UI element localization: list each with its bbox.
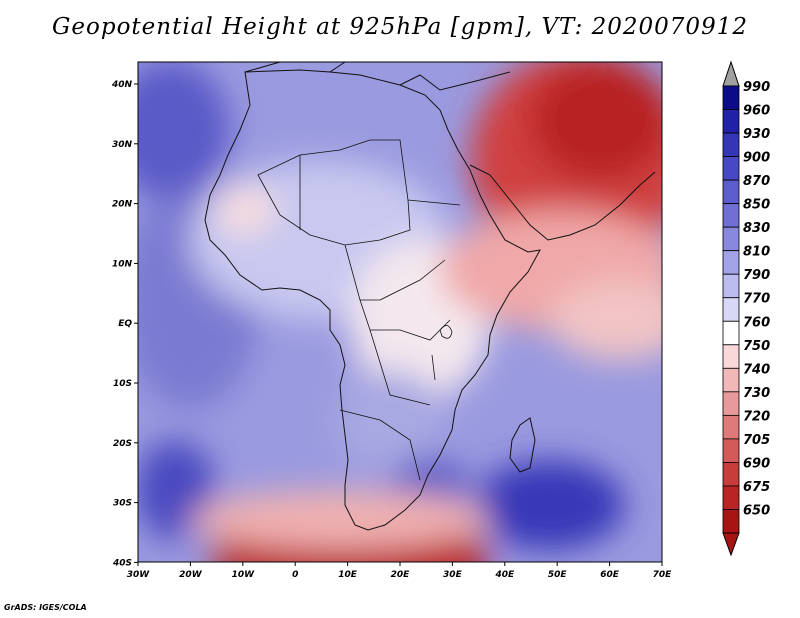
lon-tick-label: 10W (232, 570, 256, 580)
africa-coastline (204, 69, 541, 531)
lon-tick-label: 20W (179, 570, 203, 580)
lat-tick-label: 40S (112, 558, 132, 568)
colorbar: 990 960 930 900 870 850 830 810 790 770 760 750 740 7… (722, 60, 770, 557)
colorbar-swatch (722, 438, 740, 463)
colorbar-swatch (722, 273, 740, 299)
lat-tick-label: 40N (111, 80, 133, 90)
arabia-coast (469, 164, 656, 241)
latitude-axis: 40N 30N 20N 10N EQ 10S 20S 30S 40S (111, 80, 138, 568)
colorbar-label: 990 (743, 80, 770, 95)
lon-tick-label: 50E (548, 570, 568, 580)
colorbar-swatch (722, 132, 740, 157)
lon-tick-label: 60E (600, 570, 620, 580)
colorbar-swatch (722, 179, 740, 205)
colorbar-label: 720 (743, 409, 770, 424)
colorbar-label: 960 (743, 104, 770, 119)
colorbar-bottom-arrow (722, 532, 740, 557)
map-title: Geopotential Height at 925hPa [gpm], VT:… (52, 14, 748, 40)
colorbar-swatch (722, 203, 740, 228)
colorbar-swatch (722, 485, 740, 510)
lat-tick-label: 30S (113, 499, 132, 509)
colorbar-swatch (722, 344, 740, 369)
height-field (138, 62, 662, 562)
lon-tick-label: 40E (494, 570, 515, 580)
colorbar-label: 705 (743, 433, 770, 448)
colorbar-swatch (722, 462, 740, 487)
country-borders (257, 139, 461, 481)
lat-tick-label: 10S (113, 379, 132, 389)
colorbar-label: 740 (743, 362, 770, 377)
lat-tick-label: 30N (112, 140, 133, 150)
colorbar-swatch (722, 509, 740, 534)
lat-tick-label: EQ (118, 319, 132, 329)
colorbar-label: 790 (743, 268, 770, 283)
colorbar-swatch (722, 226, 740, 252)
lon-tick-label: 30E (443, 570, 463, 580)
lon-tick-label: 0 (292, 570, 298, 580)
colorbar-label: 770 (743, 292, 770, 307)
coastline-borders (204, 62, 656, 531)
colorbar-label: 850 (743, 198, 770, 213)
colorbar-label: 675 (743, 480, 770, 495)
lon-tick-label: 70E (653, 570, 673, 580)
colorbar-swatch (722, 85, 740, 110)
colorbar-label: 930 (743, 127, 770, 142)
colorbar-swatch (722, 156, 740, 181)
colorbar-label: 690 (743, 456, 770, 471)
lon-tick-label: 10E (338, 570, 358, 580)
colorbar-label: 750 (743, 339, 770, 354)
colorbar-swatch (722, 367, 740, 393)
lat-tick-label: 20S (113, 439, 132, 449)
colorbar-swatch (722, 250, 740, 275)
lat-tick-label: 20N (112, 200, 133, 210)
colorbar-label: 900 (743, 151, 770, 166)
lakes (431, 325, 453, 381)
lon-tick-label: 20E (391, 570, 411, 580)
colorbar-swatch (722, 391, 740, 416)
madagascar (509, 417, 536, 473)
lat-tick-label: 10N (112, 259, 133, 269)
colorbar-label: 730 (743, 386, 770, 401)
longitude-axis: 30W 20W 10W 0 10E 20E 30E 40E 50E 60E 70E (127, 562, 672, 580)
colorbar-top-arrow (722, 60, 740, 87)
colorbar-swatch (722, 297, 740, 322)
colorbar-swatch (722, 109, 740, 134)
mediterranean-north (244, 62, 511, 91)
grads-credit: GrADS: IGES/COLA (4, 603, 87, 612)
colorbar-label: 760 (743, 315, 770, 330)
colorbar-label: 810 (743, 245, 770, 260)
colorbar-label: 650 (743, 503, 770, 518)
colorbar-label: 830 (743, 221, 770, 236)
colorbar-label: 870 (743, 174, 770, 189)
lon-tick-label: 30W (127, 570, 151, 580)
colorbar-swatch (722, 414, 740, 440)
colorbar-swatch (722, 320, 740, 346)
